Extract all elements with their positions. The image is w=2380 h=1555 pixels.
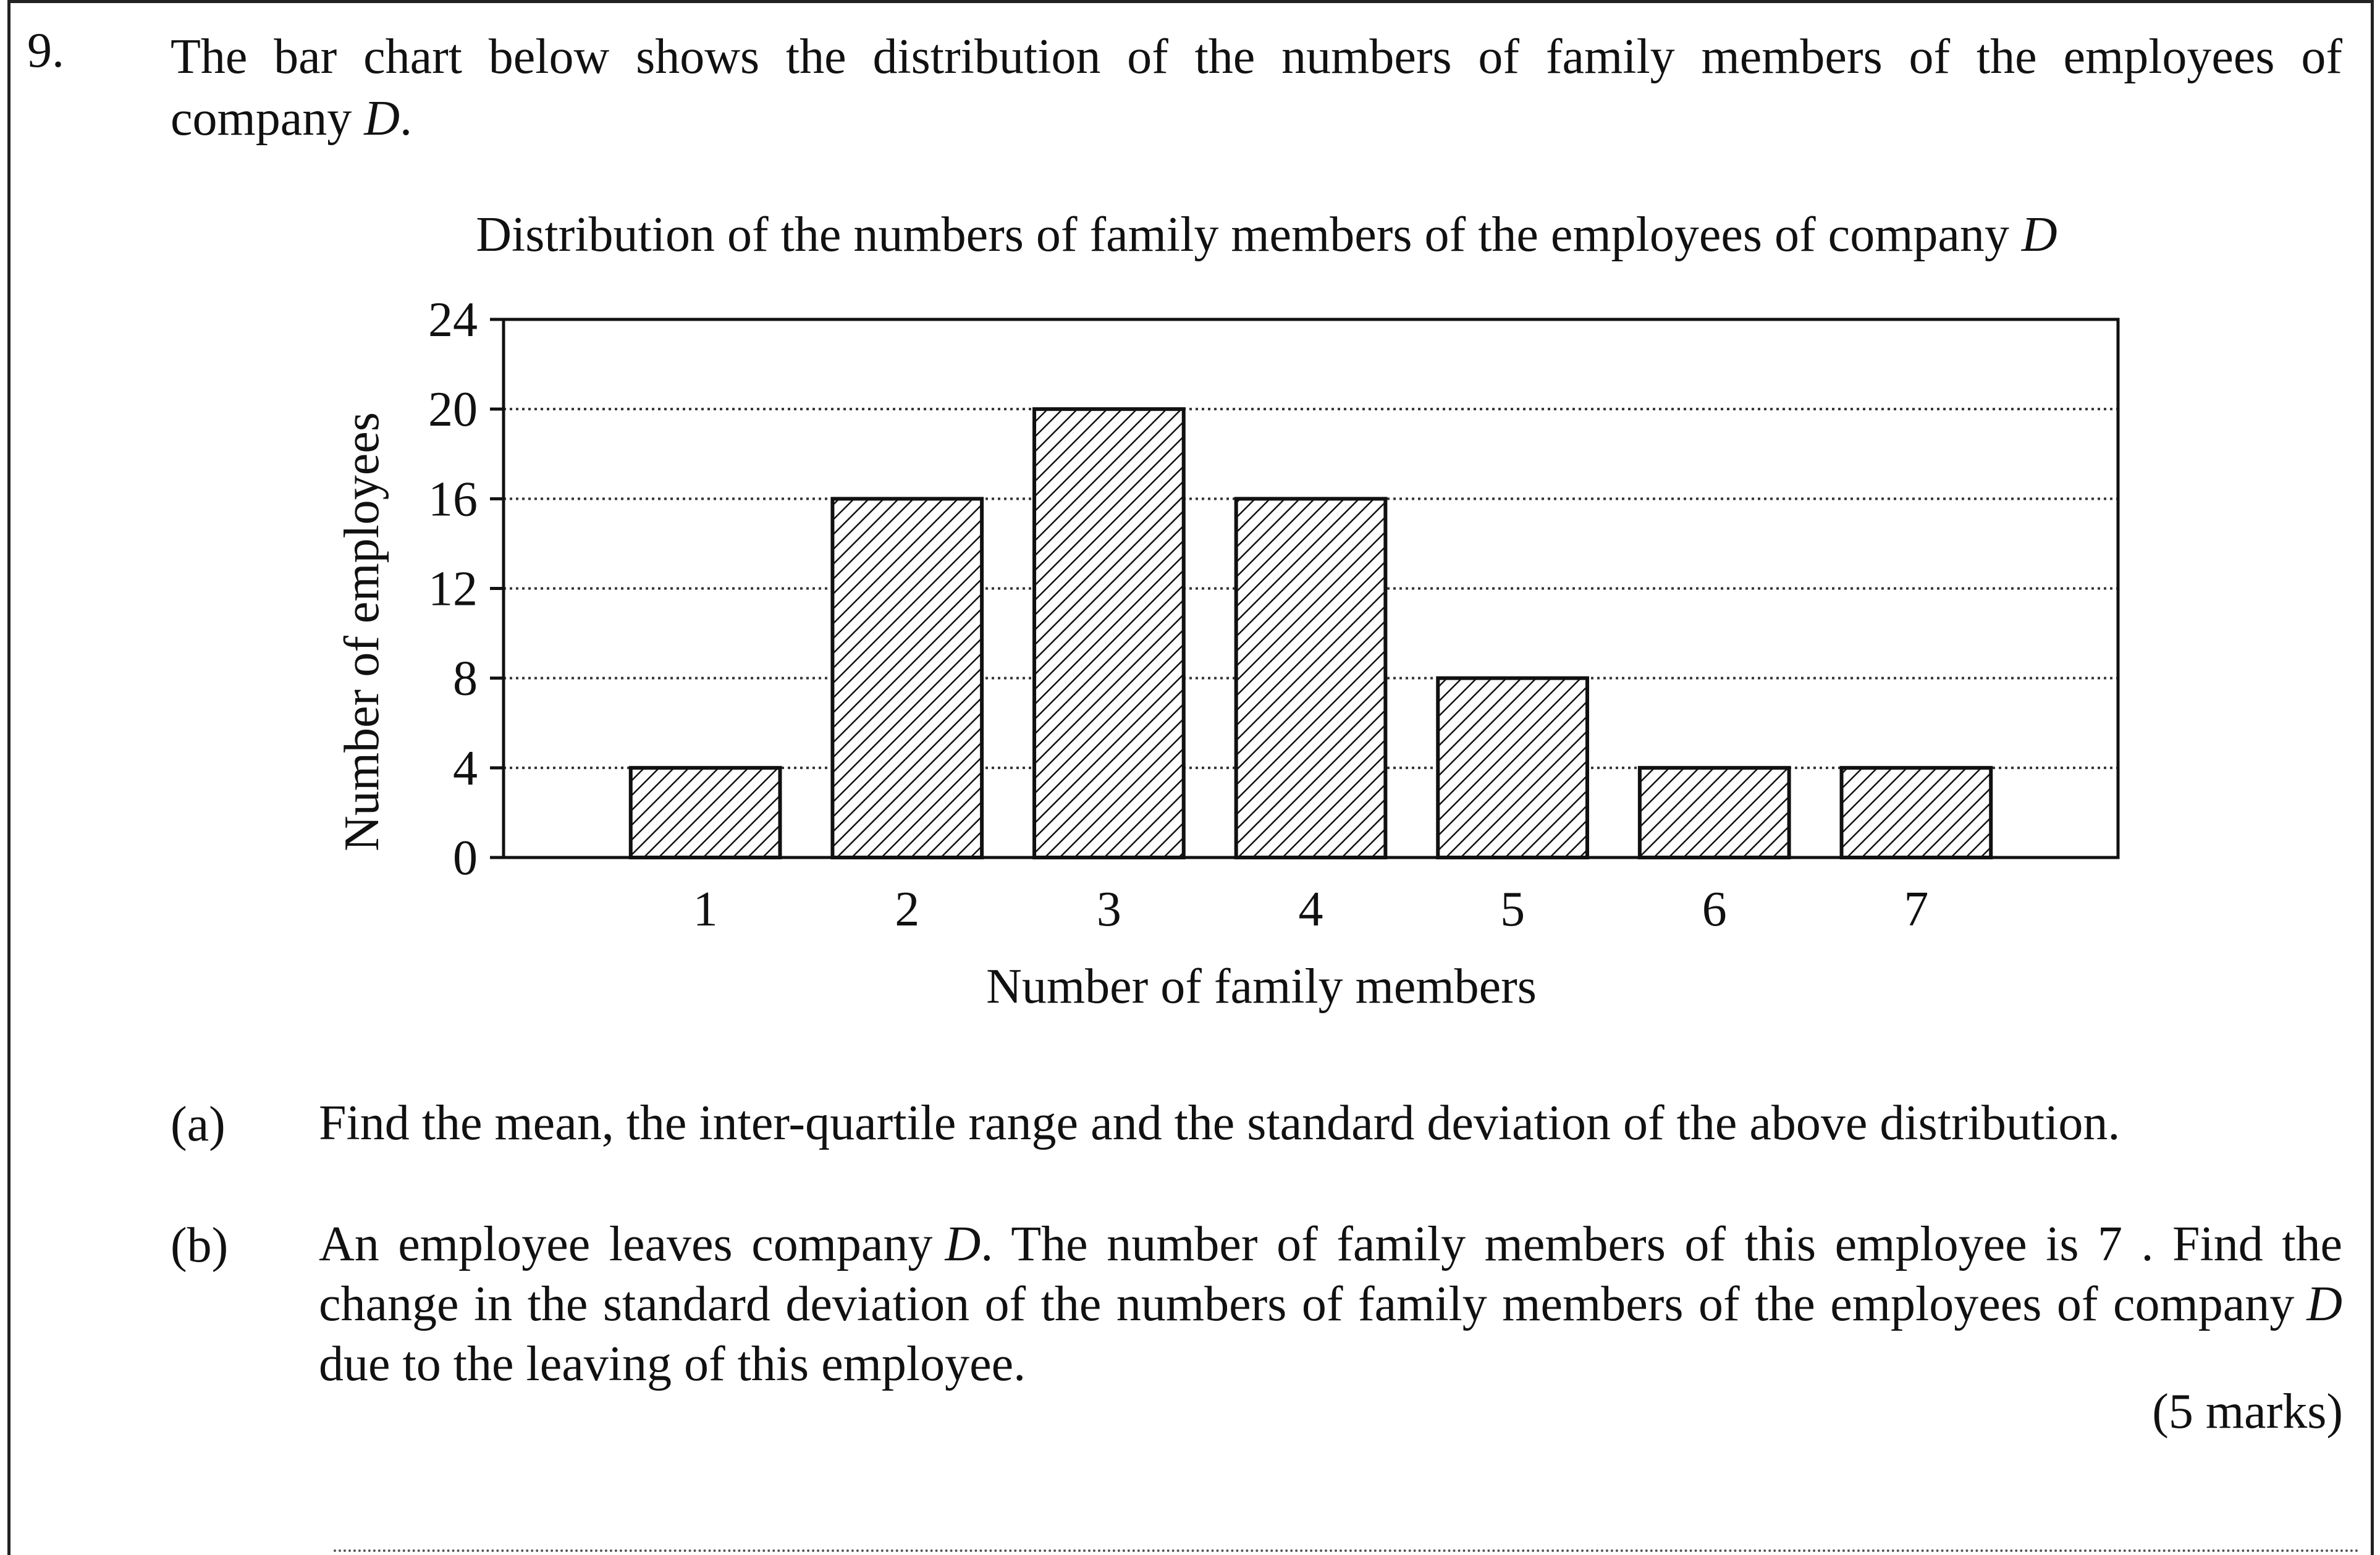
bar-4: [1234, 497, 1388, 859]
x-axis-label: Number of family members: [986, 959, 1537, 1014]
y-axis-label: Number of employees: [335, 412, 389, 851]
y-tick-label: 12: [428, 562, 478, 617]
y-tick-label: 20: [428, 382, 478, 437]
page-frame: [7, 0, 2374, 1555]
x-tick-label: 6: [1702, 882, 1727, 937]
intro-text: The bar chart below shows the distributi…: [171, 30, 2342, 146]
question-number: 9.: [27, 23, 64, 78]
y-tick-label: 4: [453, 741, 478, 796]
chart-title-variable: D: [2021, 208, 2057, 262]
chart-title: Distribution of the numbers of family me…: [433, 210, 2101, 259]
part-b-variable-2: D: [2306, 1277, 2342, 1331]
part-b-variable: D: [945, 1217, 981, 1271]
intro-end: .: [400, 91, 413, 146]
x-tick-label: 2: [895, 882, 919, 937]
answer-line: [334, 1549, 2360, 1552]
x-tick-label: 3: [1097, 882, 1121, 937]
y-tick-label: 24: [428, 293, 478, 347]
y-tick-label: 8: [453, 652, 478, 706]
bar-5: [1436, 676, 1589, 859]
y-tick-label: 16: [428, 472, 478, 526]
x-tick-label: 4: [1299, 882, 1323, 937]
question-intro: The bar chart below shows the distributi…: [171, 26, 2342, 150]
bar-1: [628, 765, 782, 860]
part-b-text-1: An employee leaves company: [319, 1217, 933, 1271]
bar-3: [1032, 407, 1186, 859]
part-b-text-3: due to the leaving of this employee.: [319, 1337, 1026, 1391]
x-tick-label: 1: [693, 882, 718, 937]
bar-6: [1637, 765, 1791, 860]
part-a-label: (a): [171, 1097, 226, 1152]
part-b-label: (b): [171, 1218, 229, 1273]
bar-2: [830, 497, 984, 859]
intro-variable: D: [364, 91, 400, 146]
x-tick-label: 5: [1500, 882, 1525, 937]
y-tick-label: 0: [453, 831, 478, 885]
chart-title-text: Distribution of the numbers of family me…: [476, 208, 2009, 262]
part-a-text: Find the mean, the inter-quartile range …: [319, 1096, 2120, 1150]
bar-7: [1839, 765, 1993, 860]
part-b-text-2: . The number of family members of this e…: [319, 1217, 2343, 1331]
part-b-text: An employee leaves company D. The number …: [319, 1215, 2342, 1394]
marks-label: (5 marks): [2152, 1384, 2343, 1439]
x-tick-label: 7: [1904, 882, 1928, 937]
